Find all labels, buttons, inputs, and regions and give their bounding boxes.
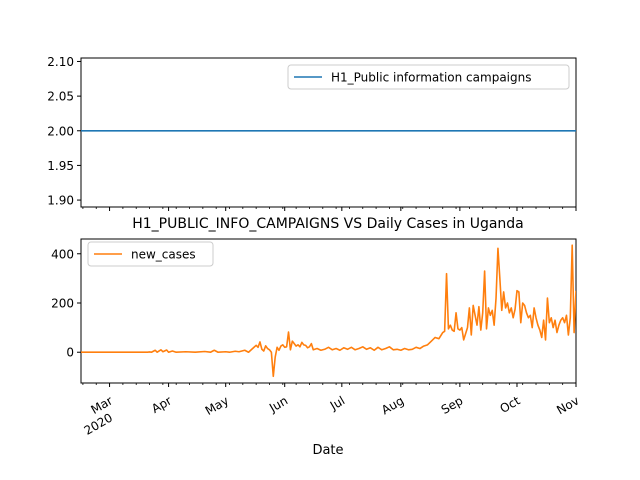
top-ytick-label: 2.05 <box>47 90 74 104</box>
bottom-plot-area <box>80 238 577 384</box>
top-y-ticks: 1.90 1.95 2.00 2.05 2.10 <box>47 55 81 208</box>
bottom-axes-frame <box>80 238 577 384</box>
bottom-y-ticks: 0 200 400 <box>51 247 81 360</box>
top-plot-area <box>80 57 577 208</box>
top-legend: H1_Public information campaigns <box>287 64 570 90</box>
top-ytick-label: 1.90 <box>47 194 74 208</box>
bottom-series-line <box>81 244 576 378</box>
top-ytick-label: 2.00 <box>47 124 74 138</box>
bottom-ytick-label: 0 <box>66 346 74 360</box>
bottom-legend-label: new_cases <box>131 248 196 262</box>
top-x-ticks <box>82 207 577 211</box>
top-ytick-label: 2.10 <box>47 55 74 69</box>
top-legend-box <box>287 64 570 90</box>
bottom-xtick-label: Jul <box>327 393 347 413</box>
top-ytick-label: 1.95 <box>47 159 74 173</box>
bottom-ytick-label: 200 <box>51 297 74 311</box>
top-panel: 1.90 1.95 2.00 2.05 2.10 H1_Public informati… <box>47 55 577 211</box>
x-axis-label: Date <box>312 443 343 458</box>
top-axes-frame <box>80 57 577 208</box>
bottom-ytick-label: 400 <box>51 247 74 261</box>
bottom-legend-box <box>87 241 214 267</box>
bottom-chart-title: H1_PUBLIC_INFO_CAMPAIGNS VS Daily Cases … <box>132 216 524 232</box>
bottom-legend: new_cases <box>87 241 214 267</box>
bottom-series <box>81 244 576 378</box>
bottom-panel: H1_PUBLIC_INFO_CAMPAIGNS VS Daily Cases … <box>51 216 581 458</box>
top-legend-label: H1_Public information campaigns <box>331 71 531 85</box>
